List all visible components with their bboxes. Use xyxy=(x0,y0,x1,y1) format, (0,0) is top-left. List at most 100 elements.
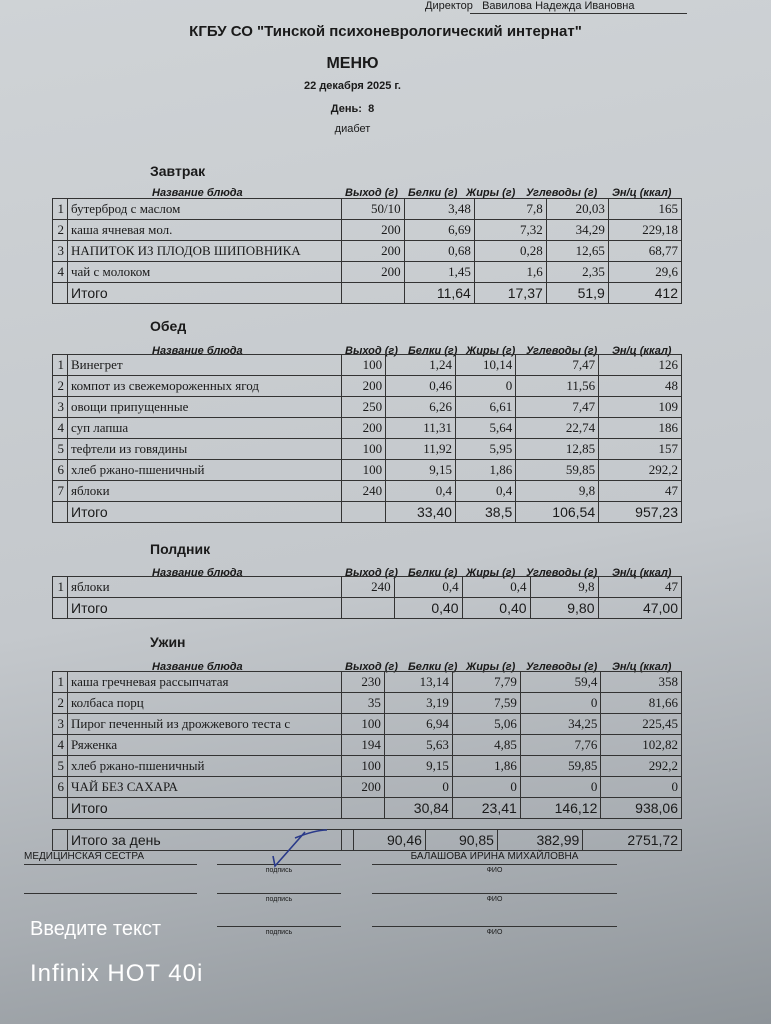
cell: 240 xyxy=(340,480,387,502)
cell: 100 xyxy=(341,755,385,777)
cell: 34,25 xyxy=(519,713,602,735)
cell: 0 xyxy=(519,776,602,798)
cell: 4 xyxy=(52,417,68,439)
menu-table: 1 яблоки 240 0,4 0,4 9,8 47 Итого 0,40 0,40 9,80 47… xyxy=(52,576,682,619)
cell: 7 xyxy=(52,480,68,502)
cell: 7,47 xyxy=(515,354,600,376)
cell: 11,31 xyxy=(385,417,456,439)
cell: 5,64 xyxy=(454,417,517,439)
cell: 938,06 xyxy=(600,797,682,819)
column-header: Выход (г) xyxy=(345,187,398,199)
cell: 200 xyxy=(341,219,405,241)
fio-line xyxy=(372,926,617,927)
cell: 1 xyxy=(52,671,68,693)
page-title: МЕНЮ xyxy=(326,55,379,72)
menu-table: 1 Винегрет 100 1,24 10,14 7,47 126 2 компот из с… xyxy=(52,354,682,523)
cell: 109 xyxy=(598,396,682,418)
table-row: 4 чай с молоком 200 1,45 1,6 2,35 29,6 xyxy=(52,261,683,283)
cell: 3 xyxy=(52,396,68,418)
cell: 100 xyxy=(340,354,387,376)
cell: 0 xyxy=(383,776,453,798)
cell: Итого xyxy=(67,797,342,819)
total-row: Итого 30,84 23,41 146,12 938,06 xyxy=(52,797,682,819)
cell: Итого xyxy=(67,597,342,619)
day-label: День: xyxy=(330,103,362,115)
cell xyxy=(341,282,405,304)
total-row: Итого 0,40 0,40 9,80 47,00 xyxy=(52,597,682,619)
cell: 2,35 xyxy=(545,261,609,283)
cell: 1,24 xyxy=(385,354,456,376)
cell: 81,66 xyxy=(600,692,682,714)
cell: 34,29 xyxy=(545,219,609,241)
table-row: 2 колбаса порц 35 3,19 7,59 0 81,66 xyxy=(52,692,682,714)
fio-caption: ФИО xyxy=(486,929,503,936)
table-row: 6 ЧАЙ БЕЗ САХАРА 200 0 0 0 0 xyxy=(52,776,682,798)
cell: 38,5 xyxy=(454,501,517,523)
cell xyxy=(341,829,354,851)
camera-watermark: Infinix HOT 40i xyxy=(30,960,204,987)
cell: яблоки xyxy=(67,576,342,598)
text-input-hint[interactable]: Введите текст xyxy=(30,918,162,940)
cell: 48 xyxy=(598,375,682,397)
menu-table: 1 бутерброд с маслом 50/10 3,48 7,8 20,03 165 2… xyxy=(52,198,683,304)
cell: 2 xyxy=(52,219,68,241)
cell: 59,4 xyxy=(519,671,602,693)
cell: 59,85 xyxy=(515,459,600,481)
cell xyxy=(341,597,395,619)
cell: 5,06 xyxy=(451,713,521,735)
cell: 1,86 xyxy=(451,755,521,777)
cell: 1,86 xyxy=(454,459,517,481)
cell: 47 xyxy=(598,480,682,502)
cell: 292,2 xyxy=(598,459,682,481)
table-row: 3 НАПИТОК ИЗ ПЛОДОВ ШИПОВНИКА 200 0,68 0,28 1… xyxy=(52,240,683,262)
cell: 33,40 xyxy=(385,501,456,523)
cell: 100 xyxy=(340,459,387,481)
director-line: Директор Вавилова Надежда Ивановна xyxy=(425,0,635,12)
cell: Пирог печенный из дрожжевого теста с xyxy=(67,713,342,735)
cell: 22,74 xyxy=(515,417,600,439)
cell: 0 xyxy=(600,776,682,798)
cell: 200 xyxy=(341,240,405,262)
cell: 957,23 xyxy=(598,501,682,523)
cell: тефтели из говядины xyxy=(67,438,342,460)
cell: 292,2 xyxy=(600,755,682,777)
cell: яблоки xyxy=(67,480,342,502)
cell: 0,4 xyxy=(454,480,517,502)
cell: 6 xyxy=(52,459,68,481)
cell: 9,80 xyxy=(529,597,599,619)
cell: 0,46 xyxy=(385,375,456,397)
cell: 2 xyxy=(52,375,68,397)
section-title: Завтрак xyxy=(150,163,206,179)
cell: 412 xyxy=(607,282,683,304)
cell: 68,77 xyxy=(607,240,683,262)
handwritten-signature xyxy=(272,829,328,868)
cell: Винегрет xyxy=(67,354,342,376)
cell xyxy=(52,829,68,851)
column-header: Жиры (г) xyxy=(466,187,516,199)
column-header: Углеводы (г) xyxy=(526,661,598,673)
cell: хлеб ржано-пшеничный xyxy=(67,459,342,481)
table-row: 7 яблоки 240 0,4 0,4 9,8 47 xyxy=(52,480,682,502)
total-row: Итого 11,64 17,37 51,9 412 xyxy=(52,282,683,304)
cell: 2751,72 xyxy=(582,829,682,851)
cell: 6,26 xyxy=(385,396,456,418)
cell: 3,19 xyxy=(383,692,453,714)
signature-caption: подпись xyxy=(265,896,293,903)
cell: 12,65 xyxy=(545,240,609,262)
cell: 35 xyxy=(341,692,385,714)
cell xyxy=(52,282,68,304)
column-header: Название блюда xyxy=(152,187,243,199)
cell: 30,84 xyxy=(383,797,453,819)
cell: 9,15 xyxy=(385,459,456,481)
cell: 200 xyxy=(341,261,405,283)
cell: НАПИТОК ИЗ ПЛОДОВ ШИПОВНИКА xyxy=(67,240,342,262)
cell: 100 xyxy=(341,713,385,735)
cell: 17,37 xyxy=(473,282,547,304)
table-row: 3 овощи припущенные 250 6,26 6,61 7,47 109 xyxy=(52,396,682,418)
cell: 0,40 xyxy=(393,597,463,619)
cell: 5,95 xyxy=(454,438,517,460)
menu-table: 1 каша гречневая рассыпчатая 230 13,14 7,79 5… xyxy=(52,671,682,819)
signature-line xyxy=(217,864,341,865)
column-header: Белки (г) xyxy=(408,187,458,199)
cell: 11,56 xyxy=(515,375,600,397)
